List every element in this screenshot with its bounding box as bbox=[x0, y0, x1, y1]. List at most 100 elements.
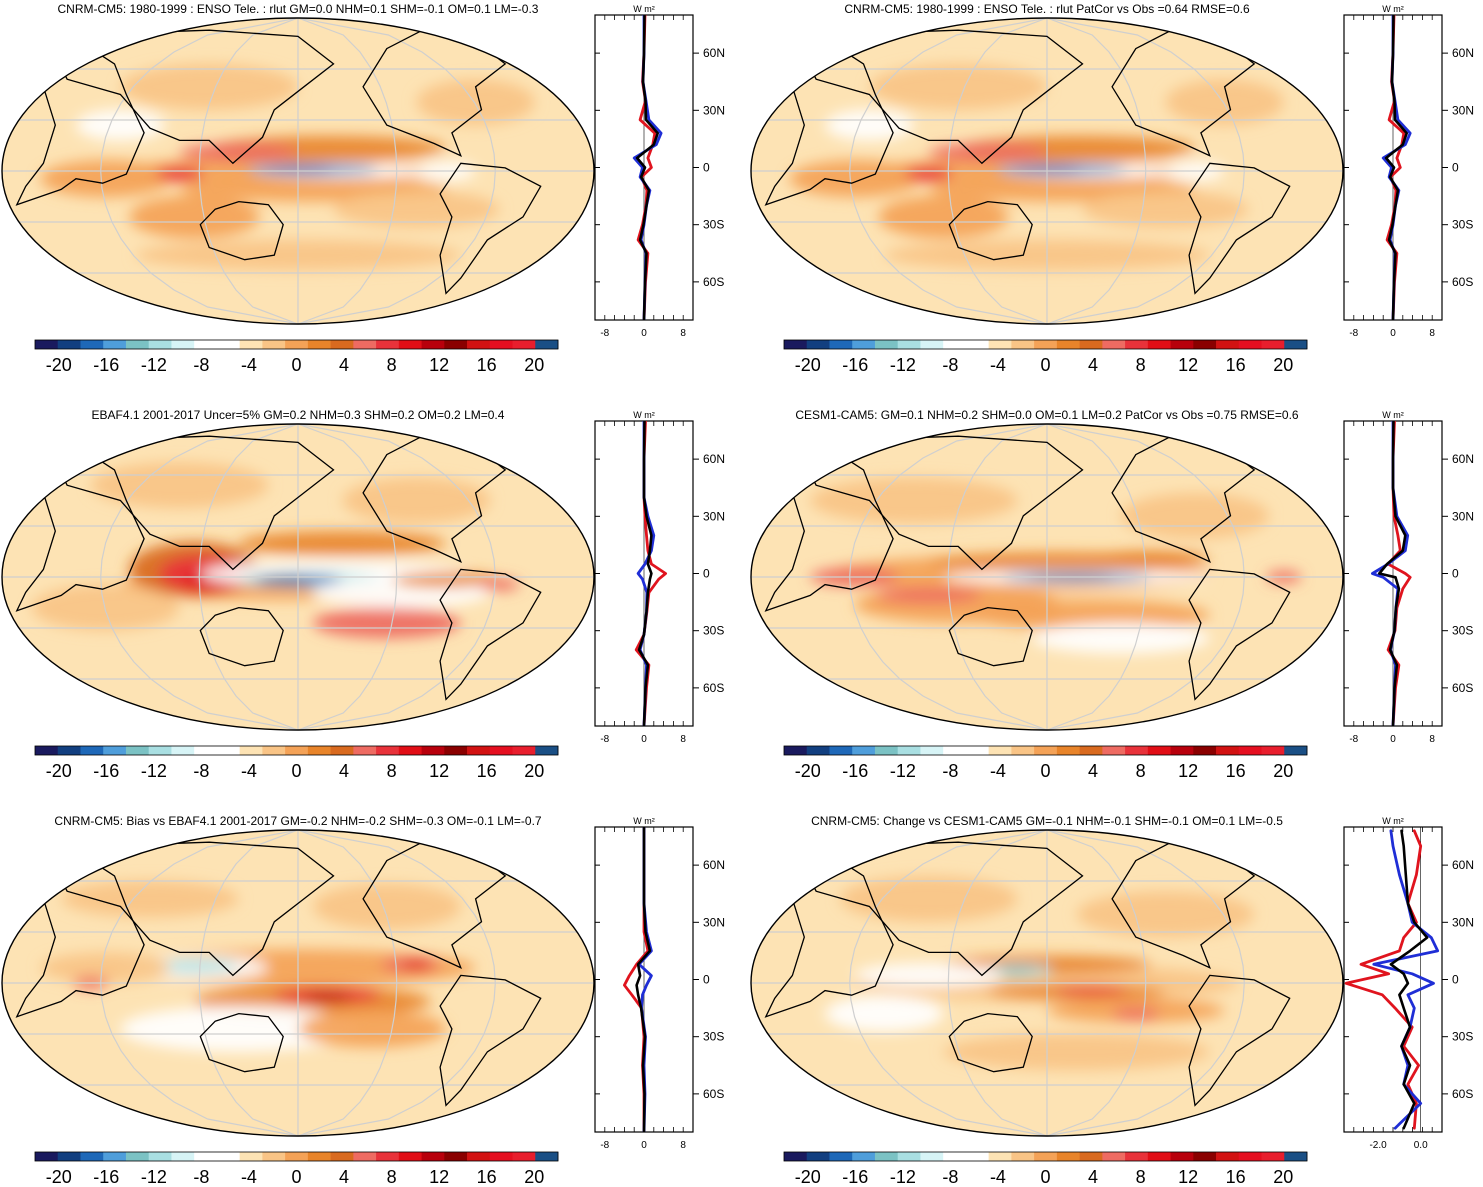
coastlines bbox=[15, 24, 542, 295]
colorbar-tick-label: 0 bbox=[1040, 1167, 1050, 1187]
colorbar-tick-label: 0 bbox=[1040, 355, 1050, 375]
colorbar-swatch bbox=[1034, 1152, 1058, 1161]
colorbar: -20 -16 -12 -8 -4 0 4 8 12 16 20 bbox=[34, 339, 559, 375]
profile-xtick-label: 0 bbox=[1390, 734, 1396, 745]
colorbar-tick-label: -4 bbox=[241, 355, 257, 375]
profile-lat-label: 0 bbox=[1452, 973, 1459, 987]
coastline-asia bbox=[48, 841, 335, 977]
colorbar-swatch bbox=[1056, 746, 1081, 755]
map-border bbox=[750, 829, 1344, 1137]
shading-blob bbox=[150, 960, 239, 973]
shading-blob bbox=[1112, 1007, 1160, 1020]
profile-lat-label: 60S bbox=[1452, 275, 1473, 289]
map-border bbox=[750, 423, 1344, 731]
map-border bbox=[1, 829, 595, 1137]
shading-blob bbox=[120, 63, 298, 110]
profile-lat-label: 60S bbox=[1452, 681, 1473, 695]
coastlines bbox=[764, 430, 1291, 701]
colorbar-swatch bbox=[1102, 1152, 1126, 1161]
coastline-samerica bbox=[439, 568, 542, 701]
coastline-asia bbox=[797, 841, 1084, 977]
colorbar-swatch bbox=[1125, 340, 1149, 349]
colorbar-swatch bbox=[1034, 746, 1058, 755]
coastline-asia bbox=[797, 29, 1084, 165]
shading-blob bbox=[928, 143, 1047, 162]
colorbar-tick-label: 4 bbox=[1088, 761, 1098, 781]
shading-blob bbox=[298, 1010, 446, 1048]
colorbar-swatch bbox=[307, 1152, 332, 1161]
map-title: CNRM-CM5: Bias vs EBAF4.1 2001-2017 GM=-… bbox=[54, 814, 541, 828]
colorbar-swatch bbox=[148, 340, 172, 349]
colorbar-tick-label: -16 bbox=[93, 761, 119, 781]
colorbar-swatch bbox=[307, 746, 332, 755]
colorbar-swatch bbox=[829, 340, 853, 349]
colorbar-tick-label: 8 bbox=[387, 1167, 397, 1187]
profile-lat-label: 60N bbox=[1452, 46, 1474, 60]
colorbar-tick-label: -8 bbox=[193, 1167, 209, 1187]
colorbar-swatch bbox=[421, 340, 445, 349]
colorbar-swatch bbox=[1056, 1152, 1081, 1161]
colorbar-swatch bbox=[535, 340, 559, 349]
colorbar-swatch bbox=[421, 1152, 445, 1161]
coastline-samerica bbox=[439, 974, 542, 1107]
shading-blob bbox=[810, 477, 1018, 524]
colorbar-swatch bbox=[874, 746, 899, 755]
colorbar-swatch bbox=[467, 340, 491, 349]
colorbar-tick-label: 8 bbox=[387, 355, 397, 375]
colorbar-swatch bbox=[1102, 340, 1126, 349]
graticule bbox=[751, 18, 1343, 324]
profile-xtick-label: -2.0 bbox=[1369, 1140, 1387, 1151]
coastline-asia bbox=[48, 435, 335, 571]
colorbar-swatch bbox=[216, 1152, 241, 1161]
shading-blob bbox=[825, 109, 914, 141]
profile-xtick-label: 8 bbox=[1429, 328, 1435, 339]
colorbar-swatch bbox=[80, 340, 104, 349]
panel-4: CESM1-CAM5: GM=0.1 NHM=0.2 SHM=0.0 OM=0.… bbox=[750, 408, 1474, 781]
colorbar-swatch bbox=[467, 746, 491, 755]
colorbar-tick-label: 20 bbox=[524, 355, 544, 375]
colorbar-tick-label: 12 bbox=[429, 761, 449, 781]
colorbar-swatch bbox=[444, 746, 468, 755]
shading-blob bbox=[1165, 79, 1284, 126]
colorbar-swatch bbox=[1216, 1152, 1240, 1161]
colorbar-tick-label: -20 bbox=[46, 1167, 72, 1187]
profile-units: W m² bbox=[1382, 4, 1404, 14]
colorbar-tick-label: -16 bbox=[842, 355, 868, 375]
colorbar-swatch bbox=[376, 746, 400, 755]
colorbar-swatch bbox=[57, 340, 81, 349]
profile-line-black bbox=[635, 827, 652, 1132]
profile-lat-label: 60N bbox=[1452, 452, 1474, 466]
colorbar-tick-label: -12 bbox=[141, 761, 167, 781]
shading-blob bbox=[878, 195, 1009, 239]
colorbar-swatch bbox=[148, 1152, 172, 1161]
colorbar-swatch bbox=[262, 746, 286, 755]
colorbar-tick-label: -4 bbox=[990, 1167, 1006, 1187]
colorbar-swatch bbox=[784, 340, 808, 349]
profile-lat-label: 60N bbox=[703, 452, 725, 466]
profile-lat-label: 0 bbox=[1452, 567, 1459, 581]
colorbar-swatch bbox=[920, 746, 944, 755]
colorbar-tick-label: -16 bbox=[842, 1167, 868, 1187]
colorbar-swatch bbox=[239, 746, 263, 755]
colorbar-swatch bbox=[35, 1152, 59, 1161]
colorbar-swatch bbox=[535, 1152, 559, 1161]
colorbar-swatch bbox=[285, 340, 309, 349]
map-title: CNRM-CM5: 1980-1999 : ENSO Tele. : rlut … bbox=[58, 2, 539, 16]
colorbar-swatch bbox=[1284, 1152, 1308, 1161]
profile-lat-label: 60N bbox=[1452, 858, 1474, 872]
colorbar-tick-label: -20 bbox=[46, 761, 72, 781]
shading-blob bbox=[1121, 492, 1269, 539]
colorbar-swatch bbox=[1238, 340, 1262, 349]
colorbar-swatch bbox=[965, 746, 990, 755]
shading-blob bbox=[61, 880, 239, 918]
coastline-samerica bbox=[1188, 162, 1291, 295]
graticule bbox=[2, 18, 594, 324]
map bbox=[1, 423, 595, 731]
colorbar-tick-label: -8 bbox=[942, 761, 958, 781]
colorbar-tick-label: -16 bbox=[93, 355, 119, 375]
graticule bbox=[2, 424, 594, 730]
colorbar-swatch bbox=[965, 1152, 990, 1161]
profile-line-black bbox=[1378, 421, 1407, 726]
colorbar-swatch bbox=[920, 340, 944, 349]
profile-lat-label: 30S bbox=[703, 624, 724, 638]
